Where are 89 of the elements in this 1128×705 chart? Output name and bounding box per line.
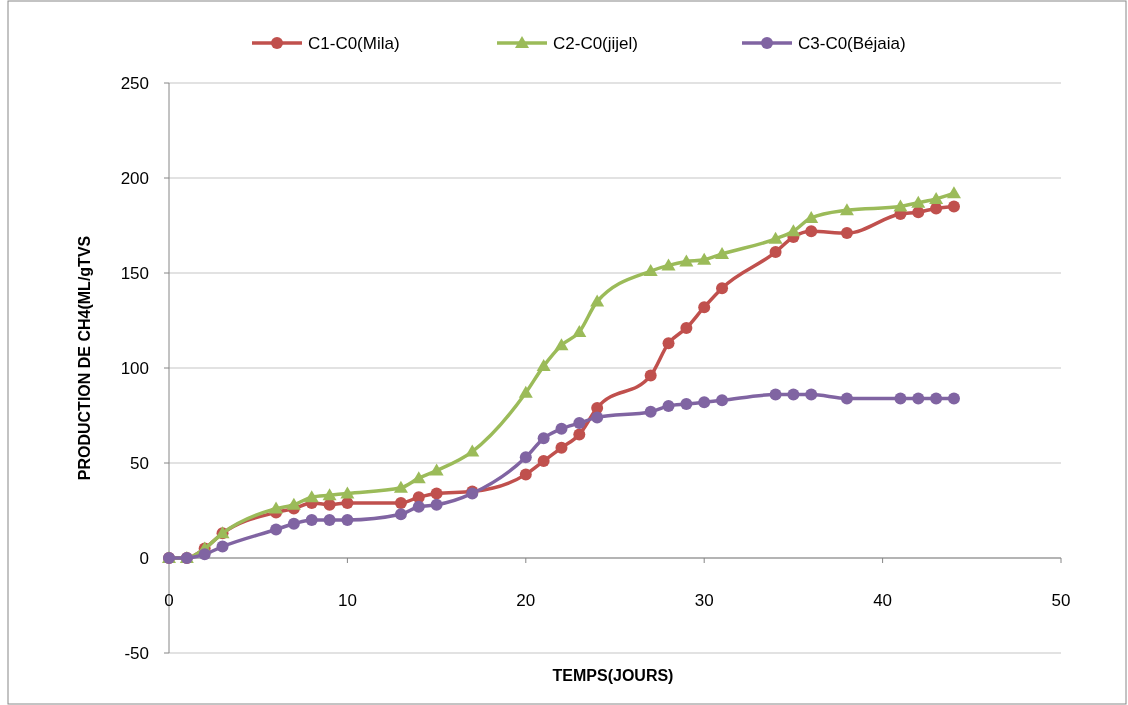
- point: [698, 301, 711, 314]
- point: [946, 186, 961, 199]
- point: [680, 322, 693, 335]
- point: [287, 517, 300, 530]
- point: [893, 199, 908, 212]
- legend-label: C2-C0(jijel): [553, 33, 639, 53]
- point: [394, 496, 407, 509]
- point: [572, 324, 587, 337]
- point: [394, 508, 407, 521]
- point: [323, 514, 336, 526]
- point: [787, 388, 800, 401]
- point: [305, 514, 318, 526]
- point: [554, 338, 569, 351]
- point: [269, 501, 284, 514]
- x-tick-label: 0: [164, 591, 174, 610]
- point: [679, 254, 694, 267]
- point: [680, 398, 693, 411]
- point: [322, 488, 337, 501]
- point: [698, 396, 711, 409]
- point: [537, 432, 550, 445]
- point: [644, 369, 657, 382]
- point: [661, 258, 676, 271]
- point: [769, 388, 782, 401]
- point: [537, 455, 550, 468]
- point: [590, 294, 605, 307]
- point: [573, 417, 586, 430]
- point: [393, 480, 408, 493]
- point: [591, 411, 604, 424]
- y-axis-title: PRODUCTION DE CH4(ML/gTVS: [76, 235, 93, 481]
- point: [430, 487, 443, 500]
- point: [894, 392, 907, 405]
- point: [947, 200, 960, 213]
- point: [519, 468, 532, 481]
- point: [198, 548, 211, 561]
- point: [768, 231, 783, 244]
- point: [805, 388, 818, 401]
- point: [786, 224, 801, 237]
- point: [840, 392, 853, 405]
- point: [805, 225, 818, 238]
- point: [536, 359, 551, 372]
- point: [216, 540, 229, 553]
- point: [341, 514, 354, 526]
- point: [947, 392, 960, 405]
- point: [555, 422, 568, 435]
- x-tick-label: 20: [516, 591, 536, 610]
- y-tick-label: 0: [139, 548, 149, 568]
- point: [304, 490, 319, 503]
- point: [286, 497, 301, 510]
- point: [644, 405, 657, 418]
- x-tick-label: 40: [873, 591, 893, 610]
- x-tick-label: 50: [1051, 591, 1071, 610]
- point: [519, 451, 532, 464]
- point: [555, 441, 568, 454]
- y-tick-label: 250: [120, 73, 149, 93]
- point: [769, 246, 782, 259]
- legend-label: C1-C0(Mila): [308, 33, 400, 53]
- y-tick-label: -50: [124, 643, 149, 663]
- point: [697, 252, 712, 265]
- point: [429, 463, 444, 476]
- point: [430, 498, 443, 511]
- point: [715, 247, 730, 259]
- point: [930, 392, 943, 405]
- point: [911, 195, 926, 208]
- point: [839, 203, 854, 216]
- point: [573, 428, 586, 441]
- point: [340, 486, 355, 499]
- x-tick-label: 10: [337, 591, 357, 610]
- point: [412, 500, 425, 513]
- point: [662, 337, 675, 350]
- point: [804, 210, 819, 223]
- point: [929, 191, 944, 204]
- y-tick-label: 50: [130, 453, 149, 473]
- point: [662, 400, 675, 412]
- point: [716, 282, 729, 295]
- y-tick-label: 100: [120, 358, 149, 378]
- point: [411, 471, 426, 484]
- legend-label: C3-C0(Béjaia): [798, 33, 906, 53]
- point: [591, 401, 604, 414]
- point: [465, 444, 480, 457]
- point: [518, 385, 533, 398]
- y-tick-label: 200: [120, 168, 149, 188]
- y-tick-label: 150: [120, 263, 149, 283]
- x-axis-title: TEMPS(JOURS): [552, 667, 674, 684]
- point: [840, 227, 853, 240]
- point: [716, 394, 729, 407]
- point: [270, 523, 283, 536]
- x-tick-label: 30: [694, 591, 714, 610]
- point: [912, 392, 925, 405]
- point: [643, 264, 658, 277]
